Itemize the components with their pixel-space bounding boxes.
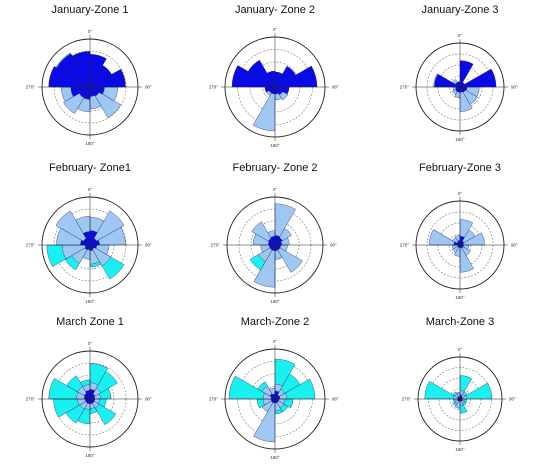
outer-ring	[226, 196, 324, 294]
direction-label: 90°	[332, 397, 339, 402]
rose-sector	[274, 237, 283, 246]
direction-label: 180°	[85, 141, 95, 146]
rose-sector	[459, 240, 465, 246]
rose-sector	[274, 244, 303, 273]
direction-label: 180°	[455, 295, 465, 300]
direction-label: 0°	[88, 187, 93, 192]
rose-sector	[84, 244, 91, 251]
chart-title: February-Zone 3	[419, 162, 501, 174]
polar-rose-chart: 0° 90° 180° 270°	[400, 33, 518, 142]
rose-sector	[455, 86, 461, 92]
polar-rose-chart: 0° 90° 180° 270°	[211, 187, 337, 304]
rose-panel: February- Zone1 0° 90° 180° 270°	[0, 158, 180, 310]
chart-title: February- Zone1	[49, 162, 131, 174]
rose-sector	[252, 86, 276, 132]
outer-ring	[224, 348, 326, 450]
outer-ring	[41, 196, 139, 294]
outer-ring	[41, 38, 139, 136]
polar-rose-chart: 0° 90° 180° 270°	[26, 187, 152, 304]
direction-label: 270°	[400, 85, 410, 90]
direction-label: 0°	[458, 33, 463, 38]
direction-label: 0°	[273, 339, 278, 344]
direction-label: 270°	[211, 243, 221, 248]
direction-label: 270°	[26, 397, 36, 402]
outer-ring	[415, 200, 505, 290]
rose-sector	[89, 244, 112, 267]
rose-panel: March-Zone 3 0° 90° 180° 270°	[370, 312, 550, 464]
direction-label: 0°	[273, 187, 278, 192]
chart-title: January-Zone 3	[421, 4, 499, 16]
rose-sector	[261, 398, 276, 413]
rose-panel: March Zone 1 0° 90° 180° 270°	[0, 312, 180, 464]
outer-ring	[224, 36, 326, 138]
direction-label: 90°	[332, 85, 339, 90]
rose-sector	[89, 210, 125, 246]
direction-label: 270°	[26, 243, 36, 248]
direction-label: 270°	[400, 243, 410, 248]
direction-label: 180°	[455, 137, 465, 142]
chart-title: January-Zone 1	[51, 4, 129, 16]
direction-label: 0°	[273, 27, 278, 32]
rose-sector	[459, 244, 464, 249]
polar-rose-chart: 0° 90° 180° 270°	[402, 347, 516, 452]
direction-label: 180°	[85, 299, 95, 304]
rose-panel: January- Zone 2 0° 90° 180° 270°	[185, 0, 365, 152]
rose-sector	[251, 221, 276, 246]
chart-title: January- Zone 2	[234, 4, 316, 16]
chart-title: February- Zone 2	[232, 162, 318, 174]
rose-sector	[89, 393, 96, 400]
direction-label: 180°	[270, 143, 280, 148]
polar-rose-chart: 0° 90° 180° 270°	[26, 341, 152, 458]
direction-label: 90°	[145, 243, 152, 248]
outer-ring	[417, 356, 503, 442]
direction-label: 90°	[511, 85, 518, 90]
rose-panel: February- Zone 2 0° 90° 180° 270°	[185, 158, 365, 310]
direction-label: 180°	[85, 453, 95, 458]
direction-label: 0°	[88, 341, 93, 346]
rose-panel: March-Zone 2 0° 90° 180° 270°	[185, 312, 365, 464]
rose-sector	[89, 86, 121, 118]
direction-label: 90°	[145, 85, 152, 90]
outer-ring	[415, 42, 505, 132]
rose-sector	[269, 393, 276, 400]
polar-rose-chart: 0° 90° 180° 270°	[209, 339, 339, 460]
polar-rose-chart: 0° 90° 180° 270°	[26, 29, 152, 146]
direction-label: 90°	[330, 243, 337, 248]
direction-label: 0°	[88, 29, 93, 34]
rose-sector	[89, 86, 100, 97]
rose-panel: January-Zone 3 0° 90° 180° 270°	[370, 0, 550, 152]
rose-panel: January-Zone 1 0° 90° 180° 270°	[0, 0, 180, 152]
direction-label: 180°	[270, 299, 280, 304]
outer-ring	[41, 350, 139, 448]
direction-label: 180°	[270, 455, 280, 460]
direction-label: 270°	[402, 397, 412, 402]
rose-sector	[55, 210, 91, 246]
rose-sector	[56, 53, 91, 88]
direction-label: 270°	[26, 85, 36, 90]
rose-sector	[459, 86, 466, 93]
rose-sector	[247, 59, 276, 88]
direction-label: 270°	[209, 85, 219, 90]
direction-label: 0°	[458, 191, 463, 196]
rose-sector	[274, 86, 284, 96]
chart-title: March Zone 1	[56, 316, 124, 328]
direction-label: 90°	[145, 397, 152, 402]
polar-rose-chart: 0° 90° 180° 270°	[209, 27, 339, 148]
chart-title: March-Zone 3	[425, 316, 495, 328]
direction-label: 270°	[209, 397, 219, 402]
direction-label: 180°	[455, 447, 465, 452]
polar-rose-chart: 0° 90° 180° 270°	[400, 191, 518, 300]
rose-panel: February-Zone 3 0° 90° 180° 270°	[370, 158, 550, 310]
direction-label: 0°	[458, 347, 463, 352]
chart-title: March-Zone 2	[240, 316, 310, 328]
direction-label: 90°	[509, 397, 516, 402]
direction-label: 90°	[511, 243, 518, 248]
